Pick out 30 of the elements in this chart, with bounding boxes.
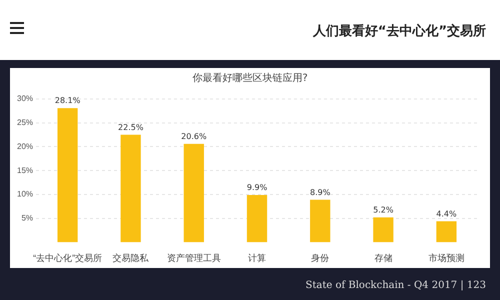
text: State of Blockchain - Q4 2017 | 123 [306, 280, 486, 291]
data-label: 9.9% [246, 183, 268, 192]
y-tick-label: 5% [21, 214, 34, 223]
y-tick-label: 10% [16, 190, 34, 199]
bar [184, 144, 204, 242]
data-label: 22.5% [118, 122, 144, 132]
x-tick-label: 身份 [311, 253, 330, 264]
x-tick-label: 计算 [248, 253, 266, 264]
bar [120, 134, 141, 242]
y-tick-label: 15% [16, 166, 34, 175]
bar [57, 108, 78, 242]
y-tick-label: 30% [16, 94, 34, 104]
x-tick-label: “去中心化”交易所 [33, 253, 102, 264]
bar [310, 200, 330, 242]
y-tick-label: 20% [16, 142, 34, 151]
bar [373, 217, 394, 242]
data-label: 20.6% [181, 132, 207, 141]
x-tick-label: 市场预测 [428, 253, 464, 264]
x-tick-label: 交易隐私 [112, 253, 150, 264]
x-tick-label: 存储 [374, 253, 392, 264]
bar [246, 194, 268, 242]
data-label: 4.4% [436, 209, 457, 218]
x-tick-label: 资产管理工具 [166, 253, 221, 264]
y-tick-label: 25% [16, 118, 34, 128]
data-label: 28.1% [54, 96, 81, 106]
data-label: 5.2% [373, 205, 394, 214]
data-label: 8.9% [310, 188, 331, 197]
bar [436, 221, 457, 242]
chart-subtitle: 你最看好哪些区块链应用? [191, 72, 309, 85]
chart-title: 人们最看好“去中心化”交易所 [312, 22, 486, 40]
